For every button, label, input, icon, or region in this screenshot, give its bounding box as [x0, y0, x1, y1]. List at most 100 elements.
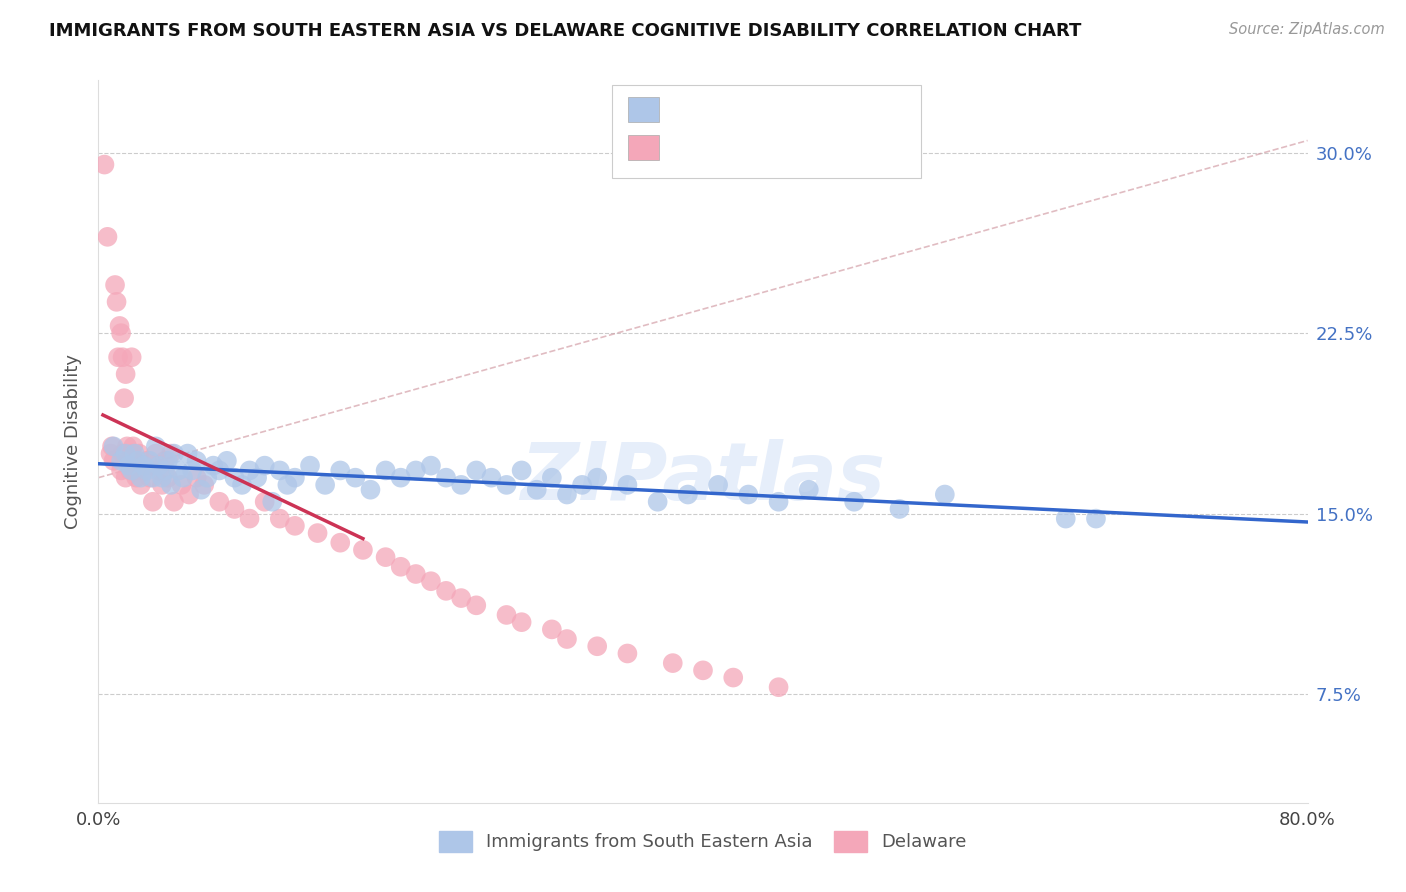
Point: [118, 458, 141, 473]
Point: [540, 471, 562, 485]
Point: [122, 439, 145, 453]
Point: [104, 278, 127, 293]
Point: [692, 664, 714, 678]
Point: [526, 483, 548, 497]
Point: [156, 454, 179, 468]
Point: [105, 294, 128, 309]
Point: [103, 454, 125, 468]
Point: [170, 478, 193, 492]
Point: [253, 494, 276, 508]
Point: [374, 550, 396, 565]
Point: [186, 471, 208, 485]
Point: [450, 591, 472, 606]
Point: [481, 471, 503, 485]
Point: [108, 318, 131, 333]
Point: [389, 471, 412, 485]
Point: [139, 471, 162, 485]
Point: [374, 463, 396, 477]
Point: [555, 632, 578, 646]
Point: [142, 471, 165, 485]
Point: [202, 458, 225, 473]
Point: [148, 458, 170, 473]
Point: [179, 487, 201, 501]
Point: [571, 478, 593, 492]
Point: [707, 478, 730, 492]
Point: [125, 471, 148, 485]
Point: [208, 463, 231, 477]
Point: [1054, 511, 1077, 525]
Point: [139, 454, 162, 468]
Point: [160, 478, 183, 492]
Point: [329, 535, 352, 549]
Point: [208, 494, 231, 508]
Point: [132, 458, 155, 473]
Point: [231, 478, 253, 492]
Point: [284, 471, 307, 485]
Point: [307, 526, 329, 541]
Point: [555, 487, 578, 501]
Point: [110, 454, 132, 468]
Point: [153, 463, 176, 477]
Point: [405, 463, 427, 477]
Point: [450, 478, 472, 492]
Text: R = -0.453   N = 70: R = -0.453 N = 70: [671, 101, 870, 119]
Point: [128, 447, 150, 461]
Point: [540, 623, 562, 637]
Y-axis label: Cognitive Disability: Cognitive Disability: [65, 354, 83, 529]
Point: [110, 326, 132, 341]
Point: [768, 494, 790, 508]
Point: [172, 471, 194, 485]
Point: [176, 447, 198, 461]
Point: [110, 463, 132, 477]
Point: [121, 447, 143, 461]
Point: [723, 671, 745, 685]
Point: [195, 471, 218, 485]
Point: [262, 494, 284, 508]
Point: [224, 471, 246, 485]
Point: [495, 478, 517, 492]
Point: [93, 158, 115, 172]
Point: [160, 447, 183, 461]
Point: [661, 656, 683, 670]
Point: [181, 463, 204, 477]
Point: [737, 487, 759, 501]
Point: [103, 439, 125, 453]
Point: [167, 463, 190, 477]
Point: [253, 458, 276, 473]
Point: [121, 463, 143, 477]
Point: [360, 483, 382, 497]
Point: [276, 478, 298, 492]
Point: [129, 478, 152, 492]
Point: [124, 454, 146, 468]
Point: [142, 494, 165, 508]
Point: [465, 463, 488, 477]
Point: [127, 454, 149, 468]
Point: [329, 463, 352, 477]
Point: [510, 463, 533, 477]
Point: [135, 463, 157, 477]
Point: [616, 478, 638, 492]
Point: [127, 463, 149, 477]
Point: [434, 583, 457, 598]
Point: [215, 454, 238, 468]
Point: [420, 458, 443, 473]
Point: [118, 454, 141, 468]
Point: [121, 350, 143, 364]
Point: [150, 478, 173, 492]
Point: [120, 463, 142, 477]
Point: [239, 463, 262, 477]
Legend: Immigrants from South Eastern Asia, Delaware: Immigrants from South Eastern Asia, Dela…: [432, 823, 974, 859]
Point: [510, 615, 533, 630]
Text: R =  0.126   N = 68: R = 0.126 N = 68: [671, 138, 870, 156]
Point: [111, 350, 134, 364]
Point: [1085, 511, 1108, 525]
Point: [647, 494, 669, 508]
Point: [344, 471, 367, 485]
Point: [114, 471, 136, 485]
Point: [111, 447, 134, 461]
Text: ZIPatlas: ZIPatlas: [520, 439, 886, 516]
Point: [129, 471, 152, 485]
Point: [314, 478, 336, 492]
Point: [150, 471, 173, 485]
Point: [495, 607, 517, 622]
